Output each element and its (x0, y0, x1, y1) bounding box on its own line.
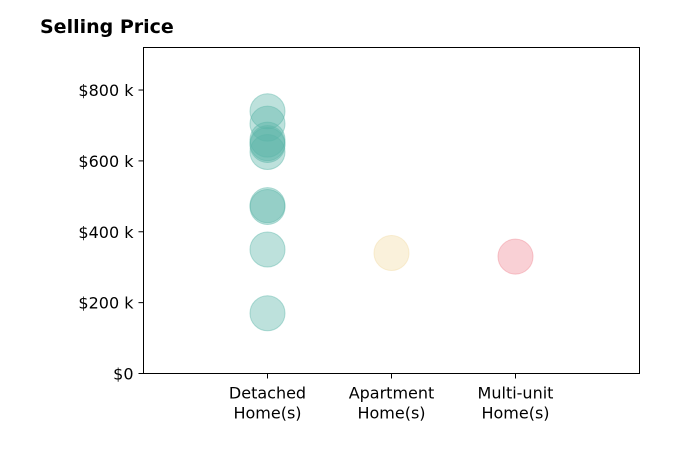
data-point (249, 125, 286, 162)
data-point (249, 93, 286, 130)
data-point (373, 235, 410, 272)
x-axis: DetachedHome(s)ApartmentHome(s)Multi-uni… (229, 373, 554, 423)
points-layer (249, 93, 534, 332)
y-tick-label: $200 k (78, 294, 134, 313)
x-tick-label: Multi-unit (478, 384, 554, 403)
plot-frame (143, 47, 640, 374)
data-point (249, 231, 286, 268)
x-tick-label: Apartment (349, 384, 435, 403)
x-tick-label: Home(s) (233, 404, 301, 423)
data-point (249, 121, 286, 158)
data-point (249, 126, 286, 163)
data-point (249, 105, 286, 142)
x-tick-label: Home(s) (481, 404, 549, 423)
y-tick-label: $0 (113, 365, 133, 384)
data-point (249, 187, 286, 224)
y-tick-label: $800 k (78, 81, 134, 100)
x-tick-label: Home(s) (357, 404, 425, 423)
chart-title: Selling Price (40, 16, 174, 38)
y-tick-label: $600 k (78, 152, 134, 171)
x-tick-label: Detached (229, 384, 306, 403)
data-point (249, 295, 286, 332)
y-axis: $0 $200 k $400 k $600 k $800 k (78, 81, 144, 384)
y-tick-label: $400 k (78, 223, 134, 242)
data-point (249, 188, 286, 225)
data-point (497, 238, 534, 275)
data-point (249, 134, 286, 171)
